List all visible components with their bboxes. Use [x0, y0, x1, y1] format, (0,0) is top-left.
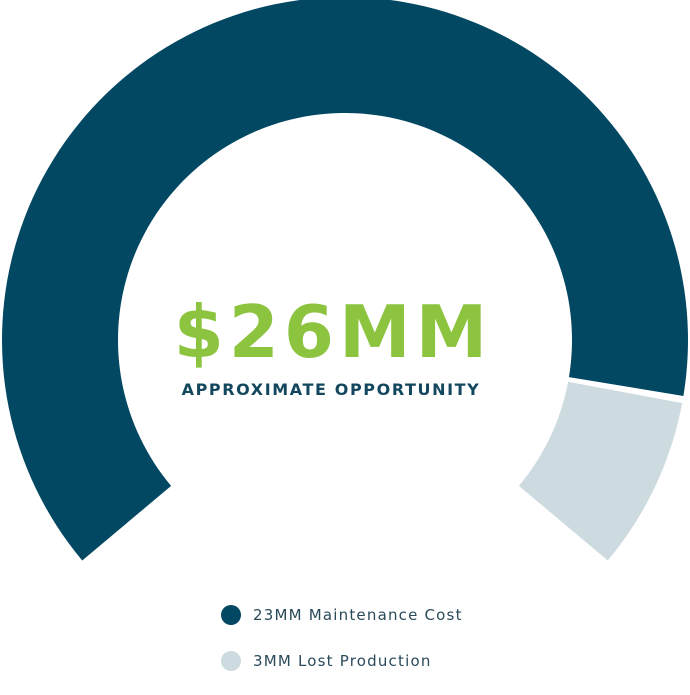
opportunity-gauge-chart	[2, 0, 688, 561]
gauge-segment-maintenance	[2, 0, 688, 561]
legend-swatch-production	[221, 651, 241, 671]
legend-label-production: 3MM Lost Production	[253, 652, 432, 670]
legend-label-maintenance: 23MM Maintenance Cost	[253, 606, 463, 624]
legend-swatch-maintenance	[221, 605, 241, 625]
chart-legend: 23MM Maintenance Cost 3MM Lost Productio…	[221, 603, 463, 695]
legend-item-production: 3MM Lost Production	[221, 649, 463, 673]
total-opportunity-value: $26MM	[173, 290, 493, 374]
total-opportunity-caption: APPROXIMATE OPPORTUNITY	[181, 380, 481, 399]
legend-item-maintenance: 23MM Maintenance Cost	[221, 603, 463, 627]
gauge-segment-production	[518, 381, 683, 561]
